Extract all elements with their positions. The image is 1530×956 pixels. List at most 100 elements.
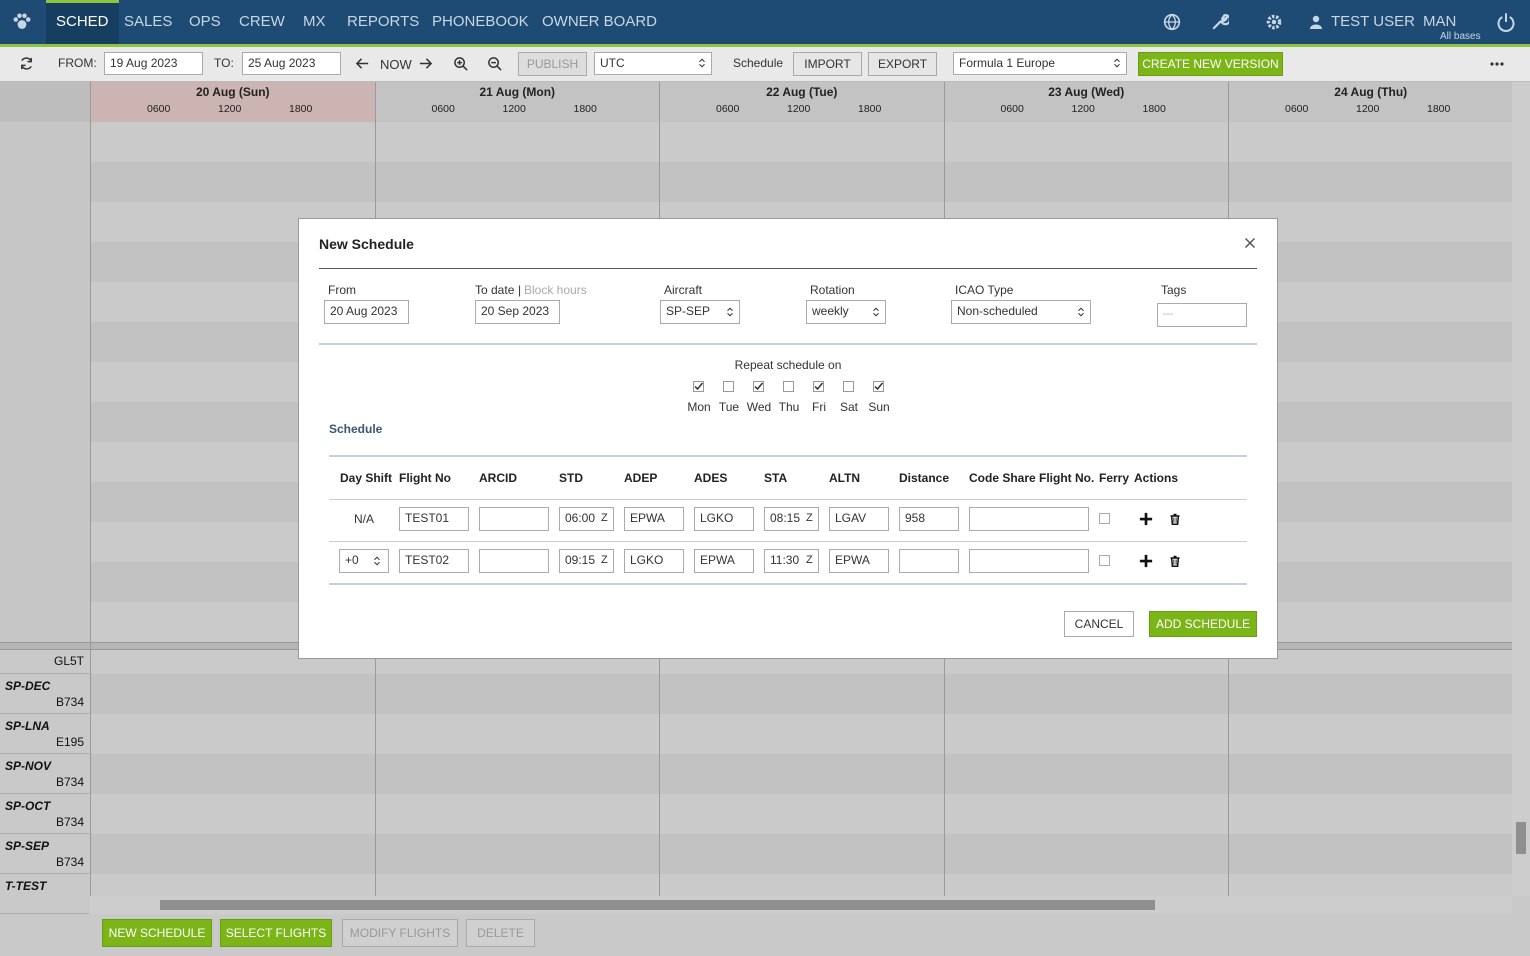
icao-input[interactable]: Non-scheduled bbox=[951, 300, 1091, 324]
nav-item[interactable]: PHONEBOOK bbox=[432, 13, 529, 30]
h-scroll-thumb[interactable] bbox=[160, 900, 1155, 910]
day-header: 22 Aug (Tue) 0600 1200 1800 bbox=[659, 82, 944, 122]
settings-icon[interactable] bbox=[1265, 13, 1283, 31]
arcid-input[interactable] bbox=[479, 507, 549, 531]
std-input[interactable]: 09:15 bbox=[559, 549, 614, 573]
sta-input[interactable]: 08:15 bbox=[764, 507, 819, 531]
globe-icon[interactable] bbox=[1163, 13, 1181, 31]
repeat-checkbox[interactable] bbox=[813, 381, 824, 392]
select-arrows-glyph bbox=[1078, 307, 1084, 317]
more-button[interactable] bbox=[1489, 56, 1505, 72]
now-button[interactable]: NOW bbox=[380, 57, 412, 72]
from-label: FROM: bbox=[58, 56, 97, 70]
nav-item[interactable]: SALES bbox=[124, 13, 173, 30]
code-share-input[interactable] bbox=[969, 549, 1089, 573]
ades-input[interactable]: LGKO bbox=[694, 507, 754, 531]
logo-icon[interactable] bbox=[12, 12, 32, 32]
code-share-input[interactable] bbox=[969, 507, 1089, 531]
to-alt-toggle[interactable]: Block hours bbox=[524, 283, 587, 297]
zoom-out-button[interactable] bbox=[487, 56, 502, 71]
footer-button[interactable]: SELECT FLIGHTS bbox=[220, 919, 332, 947]
add-schedule-button[interactable]: ADD SCHEDULE bbox=[1149, 611, 1257, 637]
aircraft-reg: SP-SEP bbox=[5, 839, 50, 853]
repeat-checkbox[interactable] bbox=[753, 381, 764, 392]
std-input[interactable]: 06:00 bbox=[559, 507, 614, 531]
adep-input[interactable]: EPWA bbox=[624, 507, 684, 531]
table-header: ADEP bbox=[624, 471, 658, 485]
fields-rule bbox=[319, 343, 1257, 345]
day-label: 20 Aug (Sun) bbox=[195, 85, 270, 99]
v-scroll-thumb[interactable] bbox=[1516, 822, 1526, 854]
table-header: Code Share Flight No. bbox=[969, 471, 1095, 485]
tags-input[interactable]: --- bbox=[1157, 303, 1247, 327]
user-name[interactable]: TEST USER bbox=[1331, 13, 1415, 30]
zoom-in-button[interactable] bbox=[453, 56, 468, 71]
repeat-checkbox[interactable] bbox=[783, 381, 794, 392]
modal: New Schedule From 20 Aug 2023 To date | Block… bbox=[298, 218, 1278, 659]
cancel-button[interactable]: CANCEL bbox=[1064, 611, 1134, 637]
ferry-checkbox[interactable] bbox=[1099, 513, 1110, 524]
table-header: ADES bbox=[694, 471, 728, 485]
flight-no-input[interactable]: TEST02 bbox=[399, 549, 469, 573]
arcid-input[interactable] bbox=[479, 549, 549, 573]
ades-input[interactable]: EPWA bbox=[694, 549, 754, 573]
day-header: 24 Aug (Thu) 0600 1200 1800 bbox=[1228, 82, 1513, 122]
adep-input[interactable]: LGKO bbox=[624, 549, 684, 573]
base-name[interactable]: MAN bbox=[1423, 13, 1457, 30]
delete-row-button[interactable] bbox=[1169, 554, 1181, 568]
hour-label: 0600 bbox=[1285, 103, 1309, 115]
rotation-label: Rotation bbox=[810, 283, 855, 297]
repeat-checkbox[interactable] bbox=[723, 381, 734, 392]
to-label: TO: bbox=[214, 56, 234, 70]
version-select[interactable]: Formula 1 Europe bbox=[953, 52, 1127, 75]
nav-item[interactable]: OPS bbox=[189, 13, 221, 30]
to-input[interactable]: 20 Sep 2023 bbox=[475, 300, 560, 324]
distance-input[interactable] bbox=[899, 549, 959, 573]
from-input[interactable]: 19 Aug 2023 bbox=[104, 52, 203, 75]
refresh-icon[interactable] bbox=[19, 56, 34, 71]
more-button-glyph bbox=[1490, 62, 1504, 66]
distance-input[interactable]: 958 bbox=[899, 507, 959, 531]
add-row-button-glyph bbox=[1139, 512, 1153, 526]
aircraft-row: SP-SEP B734 bbox=[0, 834, 89, 874]
timezone-select[interactable]: UTC bbox=[594, 52, 712, 75]
nav-item[interactable]: CREW bbox=[239, 13, 285, 30]
day-shift-select[interactable]: +0 bbox=[339, 549, 389, 573]
sta-input[interactable]: 11:30 bbox=[764, 549, 819, 573]
aircraft-type: B734 bbox=[55, 815, 84, 829]
export-button[interactable]: EXPORT bbox=[868, 52, 937, 76]
hour-label: 1800 bbox=[1142, 103, 1166, 115]
publish-button[interactable]: PUBLISH bbox=[518, 52, 587, 76]
repeat-checkbox[interactable] bbox=[843, 381, 854, 392]
footer-button[interactable]: NEW SCHEDULE bbox=[102, 919, 212, 947]
delete-row-button[interactable] bbox=[1169, 512, 1181, 526]
user-icon[interactable] bbox=[1308, 14, 1324, 30]
flight-no-input[interactable]: TEST01 bbox=[399, 507, 469, 531]
import-button[interactable]: IMPORT bbox=[793, 52, 862, 76]
select-arrows bbox=[1112, 56, 1122, 70]
power-icon[interactable] bbox=[1496, 12, 1516, 32]
ferry-checkbox[interactable] bbox=[1099, 555, 1110, 566]
rotation-input[interactable]: weekly bbox=[806, 300, 886, 324]
to-input[interactable]: 25 Aug 2023 bbox=[242, 52, 341, 75]
nav-item[interactable]: MX bbox=[303, 13, 326, 30]
nav-item[interactable]: OWNER BOARD bbox=[542, 13, 658, 30]
top-nav: SCHED SALES OPS CREW MX REPORTS PHONEBOOK OWNER… bbox=[0, 0, 1530, 47]
next-button[interactable] bbox=[418, 56, 433, 71]
nav-item[interactable]: REPORTS bbox=[347, 13, 420, 30]
nav-item[interactable]: SCHED bbox=[46, 0, 119, 44]
repeat-checkbox[interactable] bbox=[873, 381, 884, 392]
from-input[interactable]: 20 Aug 2023 bbox=[324, 300, 409, 324]
prev-button[interactable] bbox=[355, 56, 370, 71]
aircraft-input[interactable]: SP-SEP bbox=[660, 300, 740, 324]
repeat-day-label: Mon bbox=[687, 400, 711, 414]
create-version-button[interactable]: CREATE NEW VERSION bbox=[1138, 52, 1283, 76]
repeat-checkbox[interactable] bbox=[693, 381, 704, 392]
altn-input[interactable]: LGAV bbox=[829, 507, 889, 531]
add-row-button[interactable] bbox=[1139, 554, 1153, 568]
tools-icon[interactable] bbox=[1211, 13, 1232, 31]
close-button[interactable] bbox=[1244, 237, 1256, 249]
add-row-button[interactable] bbox=[1139, 512, 1153, 526]
altn-input[interactable]: EPWA bbox=[829, 549, 889, 573]
